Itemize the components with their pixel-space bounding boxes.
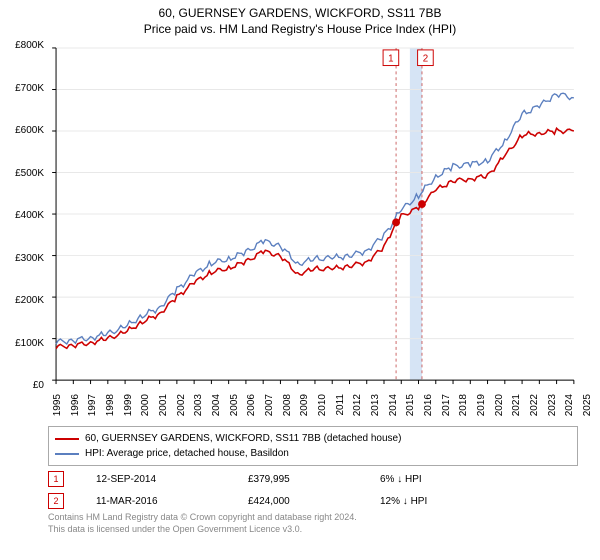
footer-line2: This data is licensed under the Open Gov… xyxy=(48,524,578,536)
sales-marker-box: 2 xyxy=(48,493,64,509)
footer-line1: Contains HM Land Registry data © Crown c… xyxy=(48,512,578,524)
x-axis-label: 1996 xyxy=(70,394,81,426)
x-axis-label: 1997 xyxy=(87,394,98,426)
sales-row: 1 12-SEP-2014 £379,995 6% ↓ HPI xyxy=(48,468,578,490)
sale-box-label-2: 2 xyxy=(423,54,428,65)
y-axis-label: £200K xyxy=(2,295,44,306)
y-axis-label: £600K xyxy=(2,125,44,136)
y-axis-label: £100K xyxy=(2,338,44,349)
title-address: 60, GUERNSEY GARDENS, WICKFORD, SS11 7BB xyxy=(0,6,600,20)
x-axis-label: 2022 xyxy=(529,394,540,426)
x-axis-label: 2020 xyxy=(494,394,505,426)
series-prop xyxy=(56,128,574,348)
sales-marker-box: 1 xyxy=(48,471,64,487)
legend-swatch xyxy=(55,453,79,455)
x-axis-label: 2002 xyxy=(176,394,187,426)
x-axis-label: 2009 xyxy=(299,394,310,426)
title-block: 60, GUERNSEY GARDENS, WICKFORD, SS11 7BB… xyxy=(0,0,600,36)
x-axis-label: 2015 xyxy=(405,394,416,426)
chart-area: 12 £0£100K£200K£300K£400K£500K£600K£700K… xyxy=(48,46,578,386)
x-axis-label: 2005 xyxy=(229,394,240,426)
sale-point-1 xyxy=(392,218,400,226)
x-axis-label: 2017 xyxy=(441,394,452,426)
x-axis-label: 2004 xyxy=(211,394,222,426)
x-axis-label: 2006 xyxy=(246,394,257,426)
x-axis-label: 2007 xyxy=(264,394,275,426)
x-axis-label: 2012 xyxy=(352,394,363,426)
plot-svg: 12 xyxy=(48,46,578,386)
sales-diff: 12% ↓ HPI xyxy=(380,496,500,507)
legend-swatch xyxy=(55,438,79,440)
x-axis-label: 2001 xyxy=(158,394,169,426)
legend-row: HPI: Average price, detached house, Basi… xyxy=(55,446,571,461)
x-axis-label: 2025 xyxy=(582,394,593,426)
chart-container: 60, GUERNSEY GARDENS, WICKFORD, SS11 7BB… xyxy=(0,0,600,560)
x-axis-label: 2013 xyxy=(370,394,381,426)
legend-label: 60, GUERNSEY GARDENS, WICKFORD, SS11 7BB… xyxy=(85,431,401,446)
sale-box-label-1: 1 xyxy=(388,54,393,65)
legend-box: 60, GUERNSEY GARDENS, WICKFORD, SS11 7BB… xyxy=(48,426,578,466)
title-subtitle: Price paid vs. HM Land Registry's House … xyxy=(0,22,600,36)
sales-row: 2 11-MAR-2016 £424,000 12% ↓ HPI xyxy=(48,490,578,512)
sale-point-2 xyxy=(418,200,426,208)
y-axis-label: £800K xyxy=(2,40,44,51)
legend-label: HPI: Average price, detached house, Basi… xyxy=(85,446,289,461)
y-axis-labels: £0 £100K £200K £300K £400K £500K £600K £700K £80… xyxy=(2,40,44,392)
y-axis-label: £500K xyxy=(2,168,44,179)
x-axis-label: 2023 xyxy=(547,394,558,426)
x-axis-label: 2018 xyxy=(458,394,469,426)
x-axis-label: 1995 xyxy=(52,394,63,426)
x-axis-label: 2024 xyxy=(564,394,575,426)
x-axis-label: 2019 xyxy=(476,394,487,426)
x-axis-label: 2011 xyxy=(335,394,346,426)
y-axis-label: £300K xyxy=(2,253,44,264)
x-axis-label: 2014 xyxy=(388,394,399,426)
sales-diff: 6% ↓ HPI xyxy=(380,474,500,485)
footer-attribution: Contains HM Land Registry data © Crown c… xyxy=(48,512,578,535)
sales-date: 11-MAR-2016 xyxy=(96,496,216,507)
y-axis-label: £0 xyxy=(2,380,44,391)
x-axis-label: 2000 xyxy=(140,394,151,426)
y-axis-label: £400K xyxy=(2,210,44,221)
sales-table: 1 12-SEP-2014 £379,995 6% ↓ HPI 2 11-MAR-2016… xyxy=(48,468,578,512)
y-axis-label: £700K xyxy=(2,83,44,94)
sales-price: £379,995 xyxy=(248,474,348,485)
x-axis-label: 2010 xyxy=(317,394,328,426)
sales-price: £424,000 xyxy=(248,496,348,507)
x-axis-label: 2021 xyxy=(511,394,522,426)
x-axis-label: 1998 xyxy=(105,394,116,426)
x-axis-label: 2008 xyxy=(282,394,293,426)
legend-row: 60, GUERNSEY GARDENS, WICKFORD, SS11 7BB… xyxy=(55,431,571,446)
sales-date: 12-SEP-2014 xyxy=(96,474,216,485)
x-axis-label: 1999 xyxy=(123,394,134,426)
x-axis-label: 2016 xyxy=(423,394,434,426)
x-axis-label: 2003 xyxy=(193,394,204,426)
